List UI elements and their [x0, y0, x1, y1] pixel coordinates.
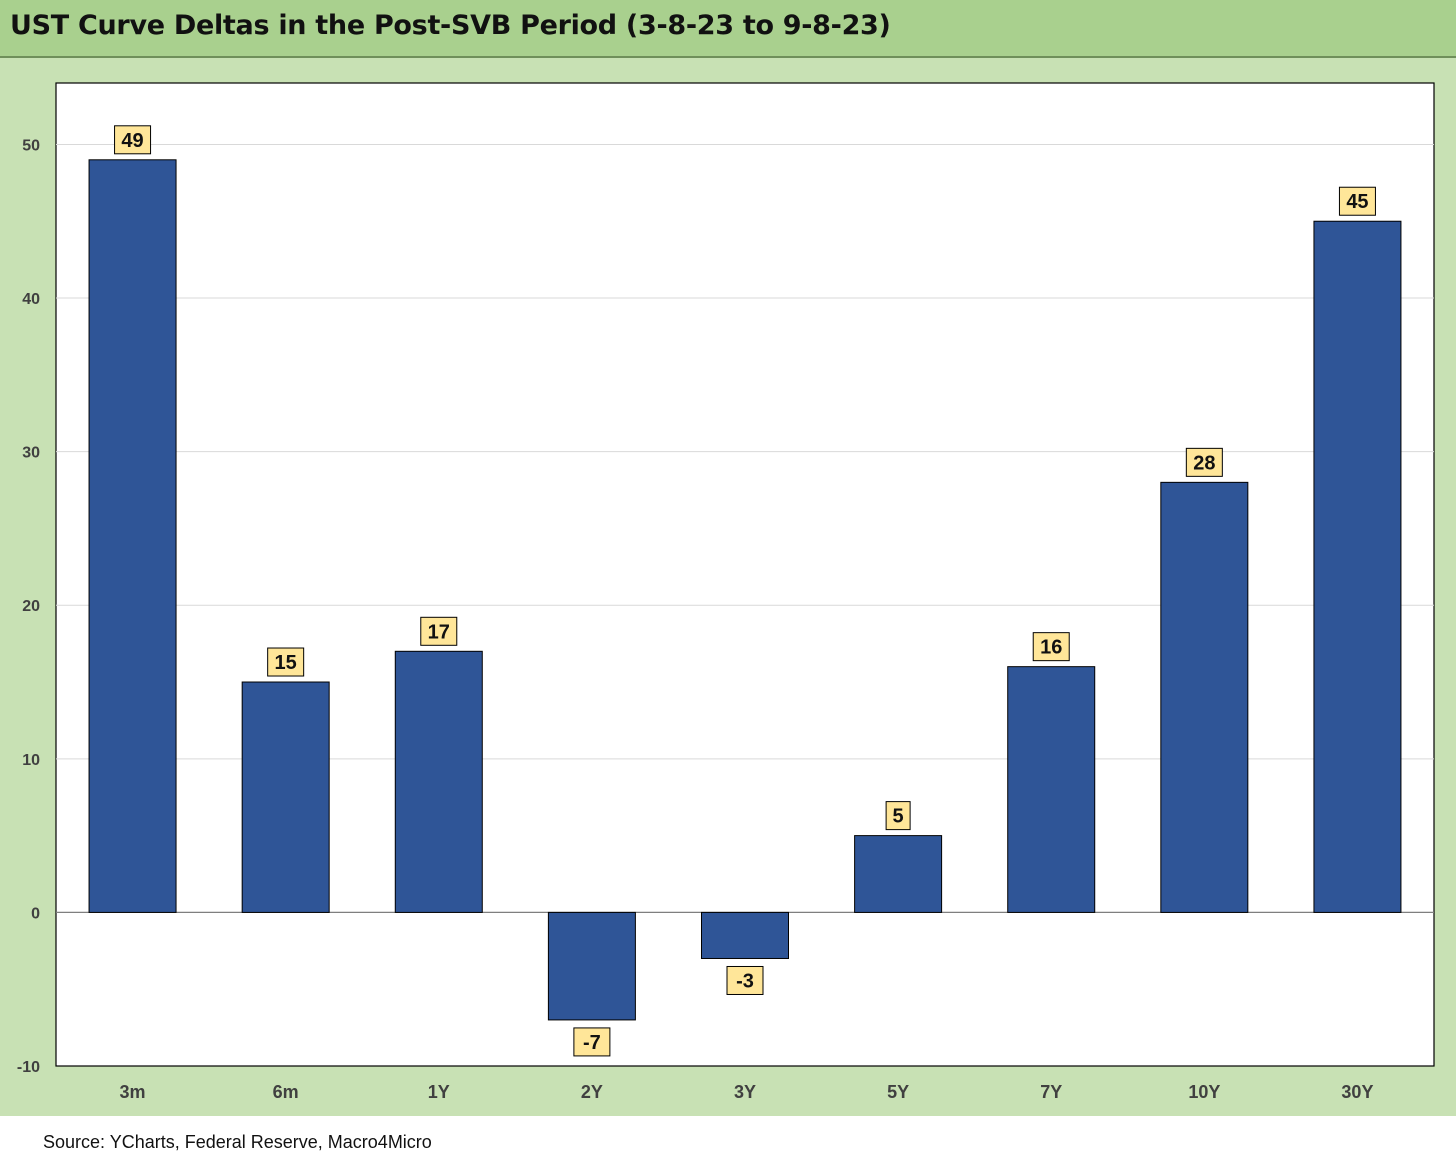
- x-tick-label: 1Y: [428, 1082, 450, 1102]
- data-label: 45: [1346, 191, 1368, 213]
- x-tick-label: 2Y: [581, 1082, 603, 1102]
- x-tick-label: 3m: [120, 1082, 146, 1102]
- data-label-box: [573, 1027, 611, 1057]
- bar-1y: [394, 650, 483, 913]
- x-tick-label: 6m: [273, 1082, 299, 1102]
- data-label: 5: [893, 806, 904, 828]
- data-labels: 49 15 17 -7 -3 5 16 28 45: [114, 125, 1376, 1057]
- data-label-box: [420, 616, 458, 646]
- y-tick-label: 30: [22, 445, 40, 462]
- bar-30y: [1313, 220, 1402, 913]
- data-label-box: [1338, 186, 1376, 216]
- data-label: 15: [275, 652, 297, 674]
- bar-chart: -10 0 10 20 30 40 50 49 15 17 -7 -3 5 16 28 45 3m 6m 1Y 2…: [17, 82, 1435, 1102]
- y-tick-label: 40: [22, 291, 40, 308]
- bar-5y: [854, 835, 943, 913]
- data-label: 17: [428, 621, 450, 643]
- bar-2y: [547, 911, 636, 1021]
- data-label-box: [885, 801, 911, 831]
- bars: [88, 159, 1402, 1021]
- y-tick-label: 20: [22, 598, 40, 615]
- data-label: 16: [1040, 637, 1062, 659]
- y-tick-label: 10: [22, 752, 40, 769]
- y-axis-ticks: -10 0 10 20 30 40 50: [17, 137, 40, 1076]
- chart-title: UST Curve Deltas in the Post-SVB Period …: [10, 10, 891, 41]
- data-label-box: [114, 125, 152, 155]
- data-label-box: [1032, 632, 1070, 662]
- data-label-box: [726, 965, 764, 995]
- data-label-box: [1185, 447, 1223, 477]
- x-tick-label: 7Y: [1040, 1082, 1062, 1102]
- y-tick-label: 0: [31, 905, 40, 922]
- x-tick-label: 30Y: [1341, 1082, 1373, 1102]
- data-label: 49: [121, 130, 143, 152]
- y-tick-label: -10: [17, 1059, 40, 1076]
- data-label: 28: [1193, 452, 1215, 474]
- x-tick-label: 10Y: [1188, 1082, 1220, 1102]
- data-label: -3: [736, 970, 754, 992]
- x-tick-label: 5Y: [887, 1082, 909, 1102]
- source-note: Source: YCharts, Federal Reserve, Macro4…: [43, 1132, 432, 1152]
- bar-6m: [241, 681, 330, 913]
- x-axis-ticks: 3m 6m 1Y 2Y 3Y 5Y 7Y 10Y 30Y: [120, 1082, 1374, 1102]
- bar-7y: [1007, 666, 1096, 913]
- bar-10y: [1160, 481, 1249, 913]
- bar-3y: [701, 911, 789, 959]
- bar-3m: [88, 159, 177, 913]
- data-label-box: [267, 647, 305, 677]
- x-tick-label: 3Y: [734, 1082, 756, 1102]
- data-label: -7: [583, 1032, 601, 1054]
- y-tick-label: 50: [22, 137, 40, 154]
- title-bar: UST Curve Deltas in the Post-SVB Period …: [0, 0, 1456, 58]
